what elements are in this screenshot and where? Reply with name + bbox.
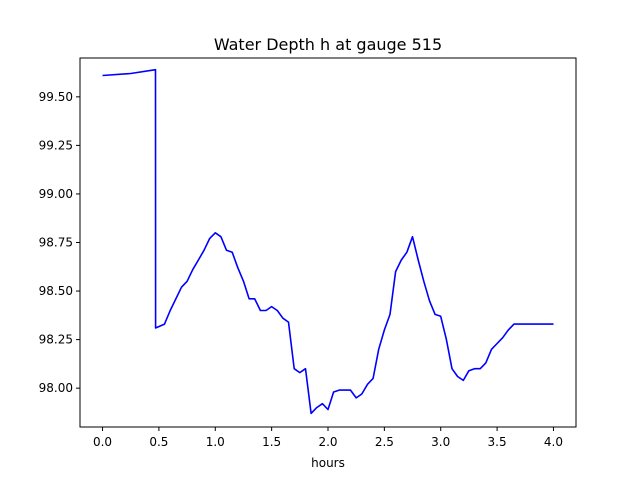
y-tick-label: 98.00 <box>39 381 73 395</box>
y-tick-label: 98.75 <box>39 236 73 250</box>
y-tick-label: 98.25 <box>39 333 73 347</box>
x-axis-label: hours <box>311 456 345 470</box>
y-tick-label: 98.50 <box>39 284 73 298</box>
y-tick-label: 99.25 <box>39 138 73 152</box>
x-tick-label: 0.5 <box>149 435 168 449</box>
x-tick-label: 3.0 <box>431 435 450 449</box>
chart-title: Water Depth h at gauge 515 <box>214 35 442 54</box>
series-line <box>102 68 554 415</box>
x-tick-label: 2.0 <box>318 435 337 449</box>
y-tick-label: 99.50 <box>39 90 73 104</box>
y-axis: 98.00 98.25 98.50 98.75 99.00 99.25 99.50 <box>39 90 80 395</box>
x-tick-label: 1.5 <box>262 435 281 449</box>
x-tick-label: 0.0 <box>93 435 112 449</box>
x-tick-label: 1.0 <box>206 435 225 449</box>
x-axis: 0.0 0.5 1.0 1.5 2.0 2.5 3.0 3.5 4.0 <box>93 427 563 449</box>
x-tick-label: 3.5 <box>488 435 507 449</box>
x-tick-label: 2.5 <box>375 435 394 449</box>
x-tick-label: 4.0 <box>544 435 563 449</box>
y-tick-label: 99.00 <box>39 187 73 201</box>
